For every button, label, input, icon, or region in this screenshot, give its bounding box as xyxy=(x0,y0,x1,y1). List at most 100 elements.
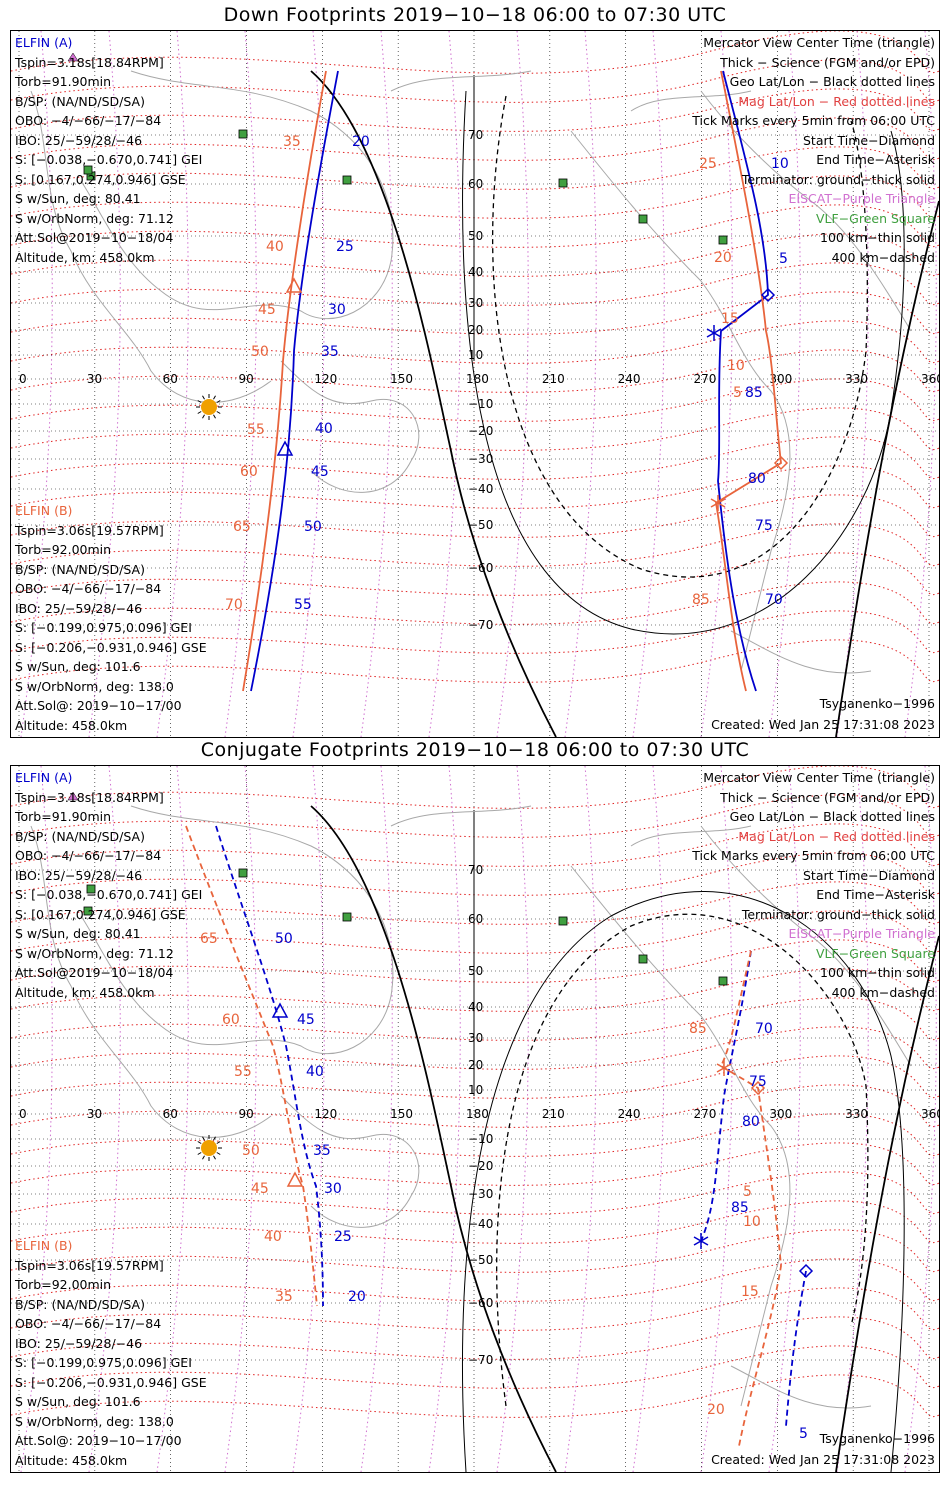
mag-lat-line xyxy=(11,523,939,567)
legend-400km: 400 km−dashed xyxy=(831,984,935,1000)
legend-tick-marks: Tick Marks every 5min from 06:00 UTC xyxy=(692,848,935,863)
elfin-b-tick-label: 25 xyxy=(699,156,717,172)
mag-lon-line xyxy=(496,31,529,737)
elfin-b-tick-label: 60 xyxy=(240,464,258,480)
mag-lat-line xyxy=(11,262,939,306)
elfin-a-tick-label: 70 xyxy=(765,592,783,608)
lon-tick-label: 60 xyxy=(163,1107,178,1121)
coastline xyxy=(80,70,394,320)
legend-end-time: End Time−Asterisk xyxy=(816,152,935,167)
lon-tick-label: 240 xyxy=(618,1107,641,1121)
vlf-station-icon xyxy=(83,906,93,916)
mag-lat-line xyxy=(11,349,939,393)
vlf-station-icon xyxy=(238,868,248,878)
elfin-b-tick-label: 15 xyxy=(721,311,739,327)
lon-tick-label: 150 xyxy=(390,372,413,386)
vlf-station-icon xyxy=(558,916,568,926)
elfin-a-tick-label: 85 xyxy=(731,1200,749,1216)
mag-lon-line xyxy=(292,31,325,737)
lon-tick-label: 0 xyxy=(19,1107,27,1121)
end-time-asterisk-icon xyxy=(693,1233,709,1249)
elfin-b-tick-label: 55 xyxy=(234,1064,252,1080)
elfin-a-tick-label: 30 xyxy=(324,1181,342,1197)
elfin-b-ibo: IBO: 25/−59/28/−46 xyxy=(15,600,143,616)
eiscat-station-icon xyxy=(67,52,79,62)
mag-lat-line xyxy=(11,291,939,335)
elfin-a-tick-label: 20 xyxy=(352,134,370,150)
coastline xyxy=(280,360,420,493)
mag-lat-line xyxy=(11,1258,939,1302)
legend-400km: 400 km−dashed xyxy=(831,249,935,265)
mag-lat-line xyxy=(11,610,939,654)
lat-tick-label: 10 xyxy=(468,348,483,362)
elfin-b-orbit: Torb=92.00min xyxy=(15,542,112,557)
lon-tick-label: 270 xyxy=(694,1107,717,1121)
mag-lat-line xyxy=(11,997,939,1041)
mag-lon-line xyxy=(360,766,393,1472)
elfin-b-tick-label: 5 xyxy=(733,385,742,401)
created-timestamp: Created: Wed Jan 25 17:31:08 2023 xyxy=(711,1452,935,1467)
elfin-a-tick-label: 5 xyxy=(799,1426,808,1442)
elfin-a-obo: OBO: −4/−66/−17/−84 xyxy=(15,848,162,863)
mag-lon-line xyxy=(224,31,257,737)
mag-lon-line xyxy=(836,766,869,1472)
start-time-diamond-icon xyxy=(760,287,776,303)
elfin-b-tick-label: 15 xyxy=(741,1284,759,1300)
legend-eiscat: EISCAT−Purple Triangle xyxy=(788,926,935,941)
legend-100km: 100 km−thin solid xyxy=(820,965,935,980)
mag-lat-line xyxy=(11,175,939,219)
elfin-b-bsp: B/SP: (NA/ND/SD/SA) xyxy=(15,1296,145,1312)
lat-tick-label: −70 xyxy=(468,1353,493,1367)
lat-tick-label: −60 xyxy=(468,561,493,575)
vlf-station-icon xyxy=(638,214,648,224)
lon-tick-label: 180 xyxy=(466,372,489,386)
elfin-b-tick-label: 65 xyxy=(200,931,218,947)
elfin-a-orbit: Torb=91.90min xyxy=(15,74,112,89)
elfin-b-tick-label: 20 xyxy=(714,250,732,266)
lon-tick-label: 360 xyxy=(921,1107,939,1121)
legend-terminator: Terminator: ground−thick solid xyxy=(741,906,935,922)
mag-lat-line xyxy=(11,88,939,132)
lon-tick-label: 330 xyxy=(845,372,868,386)
elfin-a-info: ELFIN (A) Tspin=3.18s[18.84RPM] Torb=91.… xyxy=(15,768,202,1002)
lat-tick-label: 60 xyxy=(468,177,483,191)
elfin-a-tick-label: 25 xyxy=(336,239,354,255)
center-time-triangle-icon xyxy=(271,1002,289,1018)
elfin-b-tick-label: 45 xyxy=(251,1181,269,1197)
legend-thick-science: Thick − Science (FGM and/or EPD) xyxy=(720,54,935,70)
panel-title: Down Footprints 2019−10−18 06:00 to 07:3… xyxy=(223,4,727,26)
sun-icon xyxy=(196,394,222,420)
mag-lat-line xyxy=(11,407,939,451)
mag-lon-line xyxy=(20,31,53,737)
center-time-triangle-icon xyxy=(276,440,294,456)
elfin-a-bsp: B/SP: (NA/ND/SD/SA) xyxy=(15,93,145,109)
mag-lon-line xyxy=(292,766,325,1472)
elfin-b-s-gse: S: [−0.206,−0.931,0.946] GSE xyxy=(15,1374,207,1390)
legend-start-time: Start Time−Diamond xyxy=(802,132,935,148)
elfin-b-ibo: IBO: 25/−59/28/−46 xyxy=(15,1335,143,1351)
elfin-b-s-gei: S: [−0.199,0.975,0.096] GEI xyxy=(15,620,192,635)
elfin-a-tick-label: 30 xyxy=(328,302,346,318)
lon-tick-label: 90 xyxy=(239,1107,254,1121)
lon-tick-label: 60 xyxy=(163,372,178,386)
lat-tick-label: −50 xyxy=(468,1253,493,1267)
elfin-b-tick-label: 35 xyxy=(275,1289,293,1305)
legend: Mercator View Center Time (triangle) Thi… xyxy=(692,768,935,1002)
legend-geo-grid: Geo Lat/Lon − Black dotted lines xyxy=(729,74,935,89)
map-frame: 0 30 60 90 120 150 180 210 240 270 300 330 360 70 60 50… xyxy=(10,30,940,738)
start-time-diamond-icon xyxy=(773,455,789,471)
mag-lon-line xyxy=(88,31,121,737)
legend-terminator: Terminator: ground−thick solid xyxy=(741,171,935,187)
elfin-b-sun-angle: S w/Sun, deg: 101.6 xyxy=(15,659,141,674)
elfin-b-tick-label: 40 xyxy=(264,1229,282,1245)
eiscat-station-icon xyxy=(67,791,79,801)
elfin-b-info: ELFIN (B) Tspin=3.06s[19.57RPM] Torb=92.… xyxy=(15,501,207,735)
vlf-station-icon xyxy=(342,912,352,922)
mag-lat-line xyxy=(11,436,939,480)
vlf-station-icon xyxy=(342,175,352,185)
elfin-a-bsp: B/SP: (NA/ND/SD/SA) xyxy=(15,828,145,844)
sun-icon xyxy=(196,1135,222,1161)
mag-lat-line xyxy=(11,117,939,161)
elfin-a-ibo: IBO: 25/−59/28/−46 xyxy=(15,132,143,148)
mag-lat-line xyxy=(11,146,939,190)
